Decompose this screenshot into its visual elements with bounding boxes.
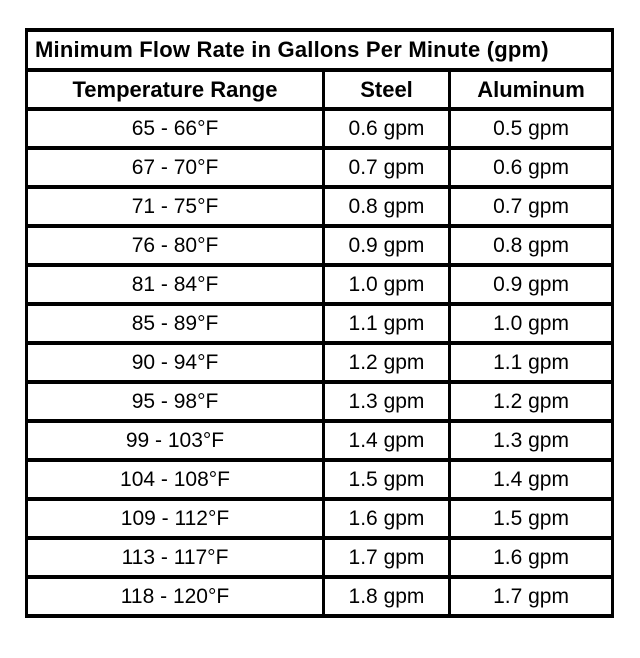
aluminum-cell: 1.2 gpm bbox=[447, 380, 615, 423]
table-row: 104 - 108°F 1.5 gpm 1.4 gpm bbox=[25, 458, 615, 501]
temperature-range-cell: 71 - 75°F bbox=[25, 185, 325, 228]
temperature-range-cell: 65 - 66°F bbox=[25, 107, 325, 150]
table-row: 90 - 94°F 1.2 gpm 1.1 gpm bbox=[25, 341, 615, 384]
steel-cell: 0.9 gpm bbox=[322, 224, 451, 267]
table-row: 95 - 98°F 1.3 gpm 1.2 gpm bbox=[25, 380, 615, 423]
steel-cell: 1.5 gpm bbox=[322, 458, 451, 501]
aluminum-cell: 0.8 gpm bbox=[447, 224, 615, 267]
temperature-range-cell: 67 - 70°F bbox=[25, 146, 325, 189]
column-header-steel: Steel bbox=[322, 68, 451, 111]
title-row: Minimum Flow Rate in Gallons Per Minute … bbox=[24, 28, 615, 72]
steel-cell: 0.8 gpm bbox=[322, 185, 451, 228]
table-row: 118 - 120°F 1.8 gpm 1.7 gpm bbox=[25, 575, 615, 618]
header-row: Temperature Range Steel Aluminum bbox=[25, 68, 615, 111]
temperature-range-cell: 85 - 89°F bbox=[25, 302, 325, 345]
steel-cell: 0.6 gpm bbox=[322, 107, 451, 150]
aluminum-cell: 1.7 gpm bbox=[447, 575, 615, 618]
temperature-range-cell: 113 - 117°F bbox=[25, 536, 325, 579]
table-row: 67 - 70°F 0.7 gpm 0.6 gpm bbox=[25, 146, 615, 189]
column-header-aluminum: Aluminum bbox=[447, 68, 615, 111]
aluminum-cell: 1.4 gpm bbox=[447, 458, 615, 501]
column-header-temperature-range: Temperature Range bbox=[25, 68, 325, 111]
table-row: 81 - 84°F 1.0 gpm 0.9 gpm bbox=[25, 263, 615, 306]
table-row: 113 - 117°F 1.7 gpm 1.6 gpm bbox=[25, 536, 615, 579]
table-row: 76 - 80°F 0.9 gpm 0.8 gpm bbox=[25, 224, 615, 267]
flow-table-body: 65 - 66°F 0.6 gpm 0.5 gpm 67 - 70°F 0.7 … bbox=[25, 107, 615, 618]
temperature-range-cell: 76 - 80°F bbox=[25, 224, 325, 267]
flow-rate-table: Minimum Flow Rate in Gallons Per Minute … bbox=[24, 28, 615, 618]
temperature-range-cell: 90 - 94°F bbox=[25, 341, 325, 384]
aluminum-cell: 0.6 gpm bbox=[447, 146, 615, 189]
steel-cell: 0.7 gpm bbox=[322, 146, 451, 189]
temperature-range-cell: 99 - 103°F bbox=[25, 419, 325, 462]
steel-cell: 1.8 gpm bbox=[322, 575, 451, 618]
aluminum-cell: 0.9 gpm bbox=[447, 263, 615, 306]
steel-cell: 1.2 gpm bbox=[322, 341, 451, 384]
table-row: 99 - 103°F 1.4 gpm 1.3 gpm bbox=[25, 419, 615, 462]
temperature-range-cell: 109 - 112°F bbox=[25, 497, 325, 540]
aluminum-cell: 1.1 gpm bbox=[447, 341, 615, 384]
table-title: Minimum Flow Rate in Gallons Per Minute … bbox=[24, 28, 615, 72]
aluminum-cell: 0.5 gpm bbox=[447, 107, 615, 150]
steel-cell: 1.6 gpm bbox=[322, 497, 451, 540]
steel-cell: 1.7 gpm bbox=[322, 536, 451, 579]
aluminum-cell: 0.7 gpm bbox=[447, 185, 615, 228]
table-row: 109 - 112°F 1.6 gpm 1.5 gpm bbox=[25, 497, 615, 540]
aluminum-cell: 1.5 gpm bbox=[447, 497, 615, 540]
table-row: 71 - 75°F 0.8 gpm 0.7 gpm bbox=[25, 185, 615, 228]
steel-cell: 1.3 gpm bbox=[322, 380, 451, 423]
steel-cell: 1.0 gpm bbox=[322, 263, 451, 306]
temperature-range-cell: 104 - 108°F bbox=[25, 458, 325, 501]
steel-cell: 1.4 gpm bbox=[322, 419, 451, 462]
temperature-range-cell: 95 - 98°F bbox=[25, 380, 325, 423]
aluminum-cell: 1.3 gpm bbox=[447, 419, 615, 462]
aluminum-cell: 1.6 gpm bbox=[447, 536, 615, 579]
aluminum-cell: 1.0 gpm bbox=[447, 302, 615, 345]
steel-cell: 1.1 gpm bbox=[322, 302, 451, 345]
table-row: 85 - 89°F 1.1 gpm 1.0 gpm bbox=[25, 302, 615, 345]
table-row: 65 - 66°F 0.6 gpm 0.5 gpm bbox=[25, 107, 615, 150]
temperature-range-cell: 118 - 120°F bbox=[25, 575, 325, 618]
temperature-range-cell: 81 - 84°F bbox=[25, 263, 325, 306]
